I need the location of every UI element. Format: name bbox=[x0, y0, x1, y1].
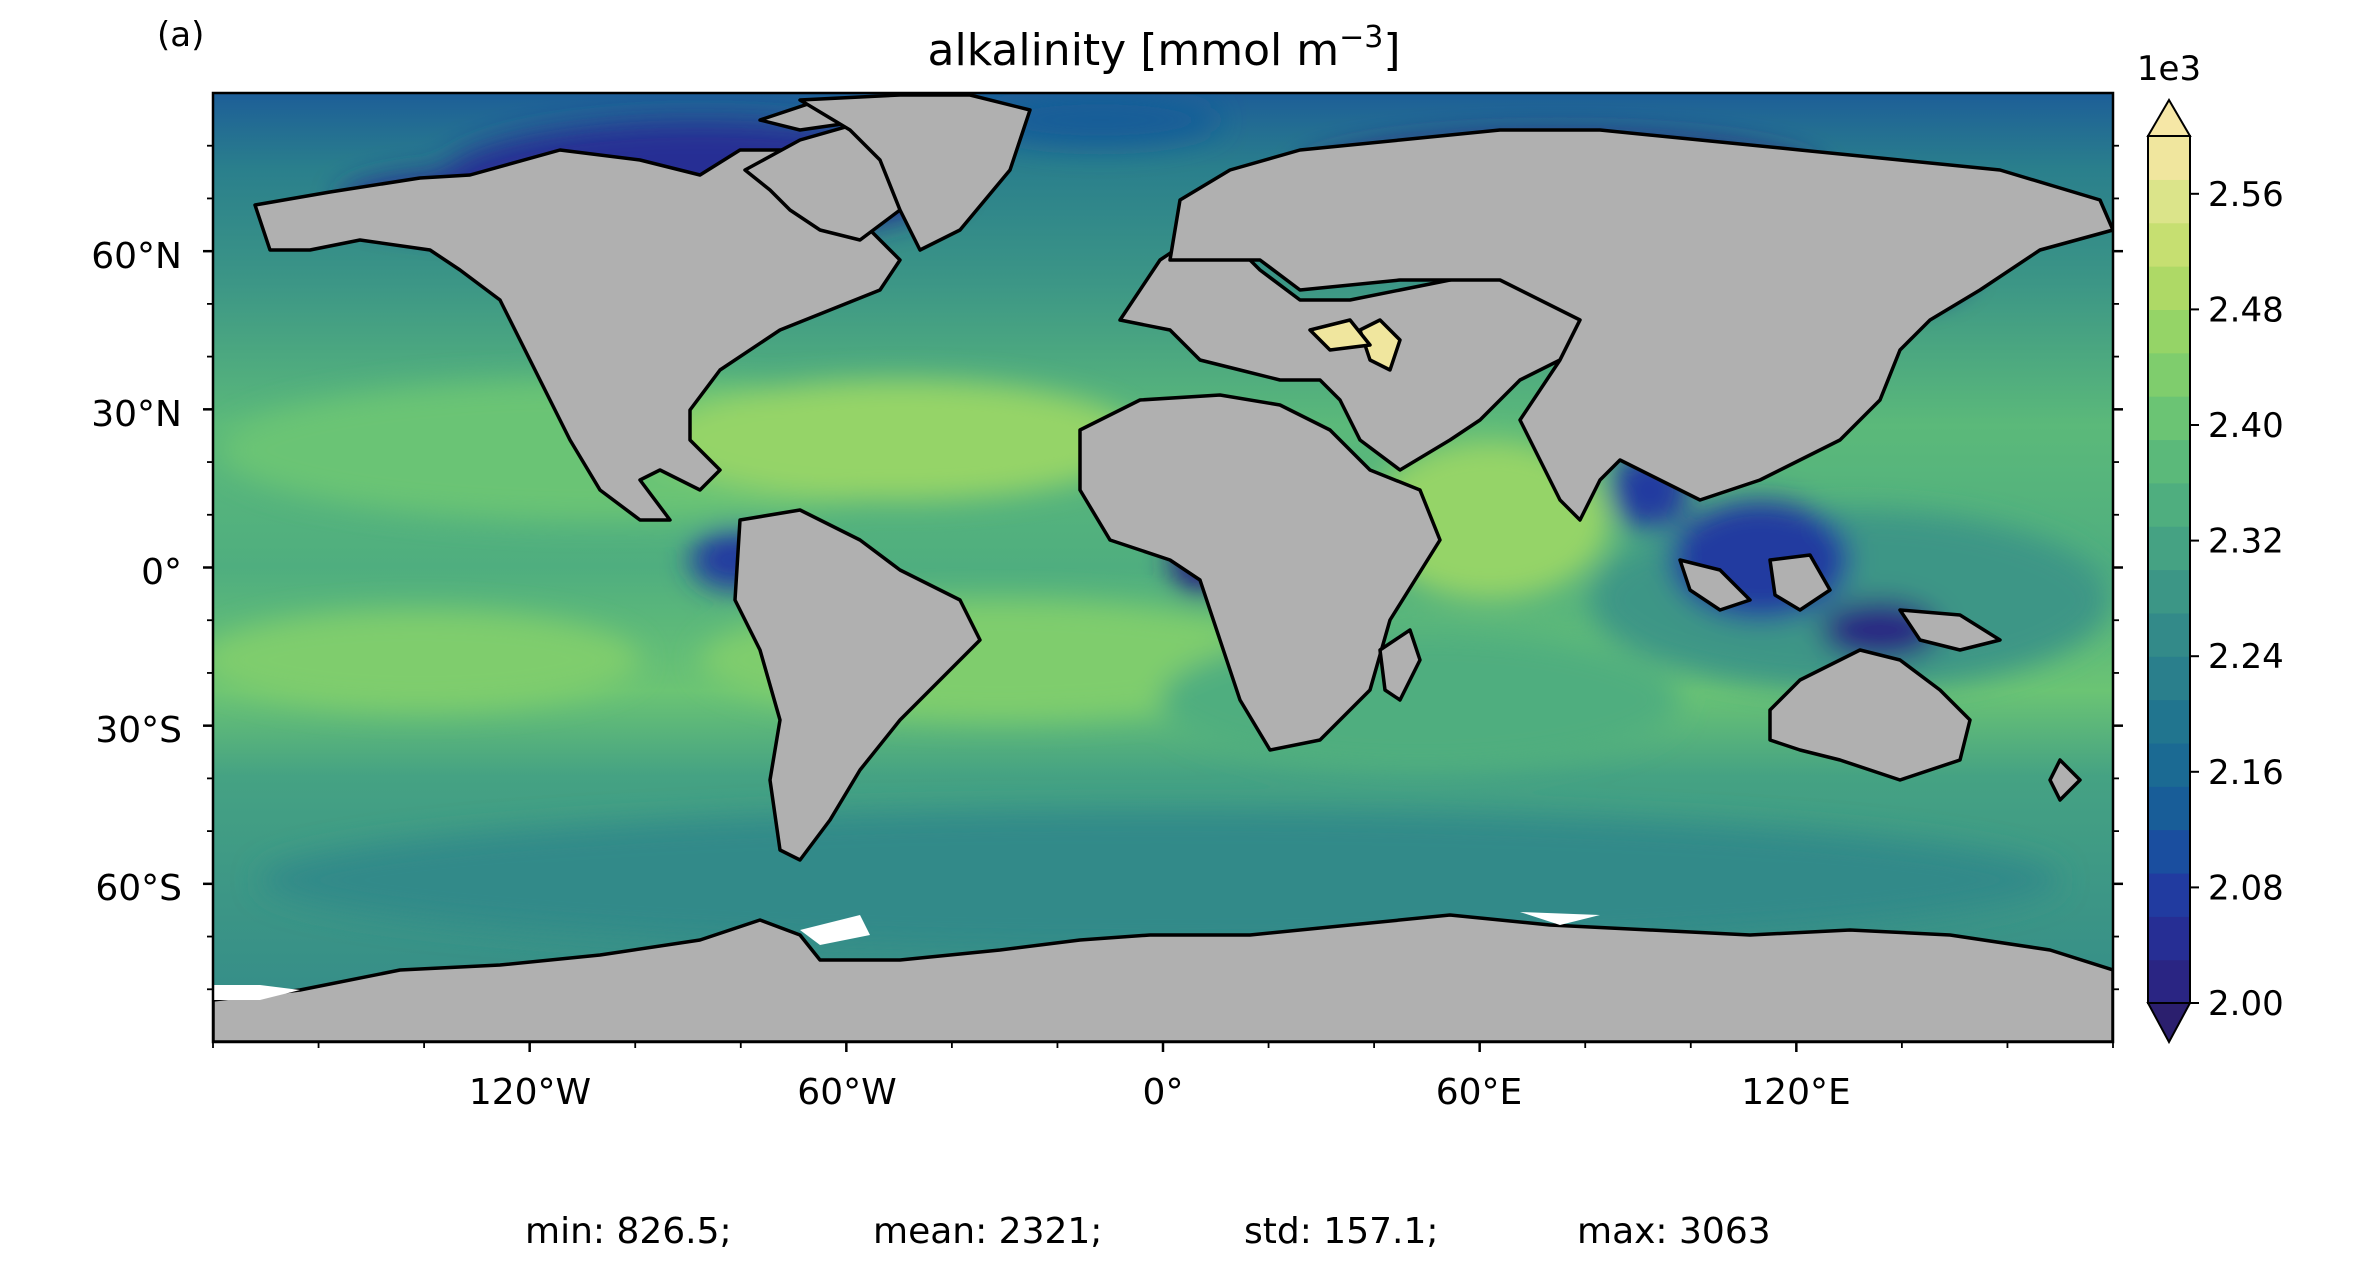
colorbar-tick-label: 2.16 bbox=[2208, 753, 2284, 793]
stat-std: std: 157.1; bbox=[1244, 1211, 1438, 1252]
lat-label-0: 0° bbox=[141, 552, 182, 593]
colorbar-tick-label: 2.32 bbox=[2208, 522, 2284, 562]
colorbar-extend-bottom bbox=[2146, 1002, 2192, 1045]
colorbar-band bbox=[2148, 959, 2190, 1004]
colorbar-band bbox=[2148, 699, 2190, 744]
new-guinea bbox=[1898, 608, 2002, 652]
colorbar-band bbox=[2148, 352, 2190, 397]
lon-label-120e: 120°E bbox=[1741, 1072, 1850, 1113]
panel-label: (a) bbox=[157, 15, 204, 55]
colorbar-band bbox=[2148, 136, 2190, 180]
africa bbox=[1078, 393, 1442, 752]
patch-atlantic-north bbox=[660, 380, 1140, 500]
stat-mean: mean: 2321; bbox=[873, 1211, 1102, 1252]
colorbar-band bbox=[2148, 482, 2190, 527]
antarctica bbox=[213, 913, 2113, 1042]
title-text: alkalinity [mmol m bbox=[928, 25, 1340, 76]
longitude-ticks bbox=[212, 1042, 2114, 1052]
colorbar-band bbox=[2148, 439, 2190, 484]
colorbar-band bbox=[2148, 179, 2190, 224]
colorbar-extend-top bbox=[2146, 98, 2192, 137]
map-title: alkalinity [mmol m−3] bbox=[928, 20, 1401, 76]
caspian-sea bbox=[1358, 318, 1402, 372]
colorbar-frame bbox=[2147, 135, 2191, 1004]
north-america bbox=[253, 148, 902, 522]
latitude-ticks bbox=[203, 144, 2123, 991]
borneo bbox=[1768, 553, 1832, 612]
ice-patch-1 bbox=[213, 985, 300, 1000]
colorbar-band bbox=[2148, 916, 2190, 961]
madagascar bbox=[1378, 628, 1422, 702]
colorbar-band bbox=[2148, 309, 2190, 354]
title-superscript: −3 bbox=[1339, 20, 1383, 55]
colorbar-tick-label: 2.56 bbox=[2208, 175, 2284, 215]
lon-label-60w: 60°W bbox=[797, 1072, 896, 1113]
colorbar-tick-label: 2.00 bbox=[2208, 984, 2284, 1024]
europe-middle-east bbox=[1118, 238, 1582, 472]
colorbar-band bbox=[2148, 396, 2190, 441]
australia bbox=[1768, 648, 1972, 782]
patch-indonesia bbox=[1670, 500, 1850, 620]
colorbar-band bbox=[2148, 526, 2190, 571]
south-america bbox=[733, 508, 982, 862]
title-end: ] bbox=[1383, 25, 1400, 76]
greenland bbox=[798, 93, 1032, 252]
colorbar-tick-label: 2.48 bbox=[2208, 290, 2284, 330]
patch-pacific-south bbox=[213, 610, 640, 710]
colorbar-band bbox=[2148, 612, 2190, 657]
stat-min: min: 826.5; bbox=[525, 1211, 732, 1252]
lon-label-60e: 60°E bbox=[1436, 1072, 1523, 1113]
colorbar-ticks: 2.00 2.08 2.16 2.24 2.32 2.40 2.48 2.56 bbox=[2190, 175, 2284, 1024]
colorbar-band bbox=[2148, 656, 2190, 701]
latitude-labels: 60°N 30°N 0° 30°S 60°S bbox=[91, 236, 182, 909]
longitude-labels: 120°W 60°W 0° 60°E 120°E bbox=[469, 1072, 1851, 1113]
colorbar-band bbox=[2148, 266, 2190, 310]
ice-patch-3 bbox=[1520, 912, 1600, 925]
map-field bbox=[213, 93, 2113, 1042]
lat-label-30n: 30°N bbox=[91, 394, 182, 435]
ice-patch-2 bbox=[800, 915, 870, 945]
lon-label-0: 0° bbox=[1143, 1072, 1184, 1113]
patch-southern-ocean bbox=[260, 810, 2060, 950]
lat-label-60s: 60°S bbox=[95, 868, 182, 909]
sumatra bbox=[1678, 558, 1752, 612]
white-patches bbox=[213, 912, 1600, 1000]
asia bbox=[1168, 128, 2113, 522]
colorbar-band bbox=[2148, 786, 2190, 831]
patch-greenland-sea bbox=[980, 95, 1220, 145]
colorbar: 2.00 2.08 2.16 2.24 2.32 2.40 2.48 2.56 1e3 bbox=[2137, 49, 2284, 1045]
colorbar-band bbox=[2148, 742, 2190, 787]
lat-label-60n: 60°N bbox=[91, 236, 182, 277]
new-zealand bbox=[2048, 758, 2082, 802]
colorbar-tick-label: 2.40 bbox=[2208, 406, 2284, 446]
stat-max: max: 3063 bbox=[1577, 1211, 1771, 1252]
colorbar-tick-label: 2.08 bbox=[2208, 868, 2284, 908]
colorbar-band bbox=[2148, 829, 2190, 874]
colorbar-band bbox=[2148, 569, 2190, 614]
lat-label-30s: 30°S bbox=[95, 710, 182, 751]
colorbar-multiplier: 1e3 bbox=[2137, 49, 2201, 89]
colorbar-band bbox=[2148, 872, 2190, 917]
lon-label-120w: 120°W bbox=[469, 1072, 591, 1113]
stats-line: min: 826.5; mean: 2321; std: 157.1; max:… bbox=[525, 1211, 1771, 1252]
land bbox=[213, 93, 2113, 1042]
colorbar-band bbox=[2148, 222, 2190, 267]
colorbar-bands bbox=[2148, 136, 2190, 1004]
black-sea bbox=[1308, 318, 1372, 352]
colorbar-tick-label: 2.24 bbox=[2208, 637, 2284, 677]
